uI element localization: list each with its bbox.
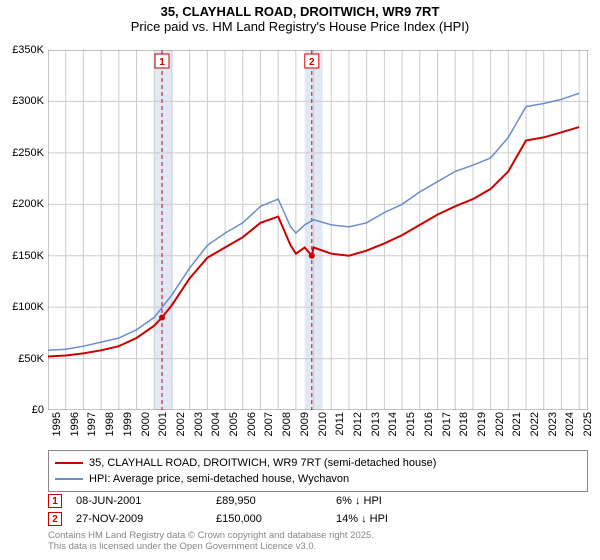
sale-marker: 1 <box>48 494 62 508</box>
x-tick-label: 2025 <box>582 412 594 436</box>
svg-text:1: 1 <box>159 57 165 68</box>
x-tick-label: 2017 <box>441 412 453 436</box>
x-tick-label: 2002 <box>175 412 187 436</box>
x-tick-label: 2006 <box>246 412 258 436</box>
x-axis: 1995 1996 1997 1998 1999 2000 2001 2002 2003 2004… <box>48 410 588 446</box>
sale-date: 08-JUN-2001 <box>76 495 216 507</box>
sale-row: 1 08-JUN-2001£89,9506% ↓ HPI <box>48 492 436 510</box>
x-tick-label: 2014 <box>387 412 399 436</box>
legend-item: 35, CLAYHALL ROAD, DROITWICH, WR9 7RT (s… <box>55 455 581 471</box>
x-tick-label: 2019 <box>476 412 488 436</box>
svg-text:2: 2 <box>309 57 315 68</box>
sale-row: 2 27-NOV-2009£150,00014% ↓ HPI <box>48 510 436 528</box>
chart-container: 35, CLAYHALL ROAD, DROITWICH, WR9 7RT Pr… <box>0 0 600 560</box>
chart-title-address: 35, CLAYHALL ROAD, DROITWICH, WR9 7RT <box>0 4 600 19</box>
plot-area: 12 <box>48 50 588 410</box>
x-tick-label: 2020 <box>494 412 506 436</box>
sale-price: £89,950 <box>216 495 336 507</box>
legend-label: HPI: Average price, semi-detached house,… <box>89 473 349 485</box>
y-tick-label: £100K <box>12 301 44 313</box>
x-tick-label: 2008 <box>281 412 293 436</box>
chart-title-subtitle: Price paid vs. HM Land Registry's House … <box>0 19 600 34</box>
x-tick-label: 2018 <box>458 412 470 436</box>
legend-swatch <box>55 462 83 464</box>
sale-marker: 2 <box>48 512 62 526</box>
x-tick-label: 2016 <box>423 412 435 436</box>
legend-swatch <box>55 478 83 480</box>
x-tick-label: 2007 <box>263 412 275 436</box>
sale-hpi-delta: 14% ↓ HPI <box>336 513 436 525</box>
sale-price: £150,000 <box>216 513 336 525</box>
chart-svg: 12 <box>48 50 588 410</box>
x-tick-label: 2010 <box>317 412 329 436</box>
y-tick-label: £300K <box>12 95 44 107</box>
sales-table: 1 08-JUN-2001£89,9506% ↓ HPI 2 27-NOV-2009£… <box>48 492 436 528</box>
y-tick-label: £350K <box>12 44 44 56</box>
x-tick-label: 2011 <box>334 412 346 436</box>
x-tick-label: 2015 <box>405 412 417 436</box>
x-tick-label: 1995 <box>51 412 63 436</box>
title-area: 35, CLAYHALL ROAD, DROITWICH, WR9 7RT Pr… <box>0 0 600 34</box>
y-tick-label: £200K <box>12 198 44 210</box>
y-tick-label: £250K <box>12 147 44 159</box>
x-tick-label: 1996 <box>69 412 81 436</box>
legend-label: 35, CLAYHALL ROAD, DROITWICH, WR9 7RT (s… <box>89 457 436 469</box>
legend-item: HPI: Average price, semi-detached house,… <box>55 471 581 487</box>
y-tick-label: £150K <box>12 250 44 262</box>
x-tick-label: 2001 <box>157 412 169 436</box>
x-tick-label: 2012 <box>352 412 364 436</box>
x-tick-label: 2021 <box>511 412 523 436</box>
footer-line-2: This data is licensed under the Open Gov… <box>48 541 374 552</box>
x-tick-label: 2004 <box>210 412 222 436</box>
x-tick-label: 1998 <box>104 412 116 436</box>
legend: 35, CLAYHALL ROAD, DROITWICH, WR9 7RT (s… <box>48 450 588 492</box>
y-tick-label: £0 <box>32 404 44 416</box>
footer-line-1: Contains HM Land Registry data © Crown c… <box>48 530 374 541</box>
y-tick-label: £50K <box>18 353 44 365</box>
x-tick-label: 2009 <box>299 412 311 436</box>
copyright-footer: Contains HM Land Registry data © Crown c… <box>48 530 374 553</box>
x-tick-label: 2013 <box>370 412 382 436</box>
x-tick-label: 2023 <box>547 412 559 436</box>
sale-date: 27-NOV-2009 <box>76 513 216 525</box>
y-axis: £0£50K£100K£150K£200K£250K£300K£350K <box>0 50 48 410</box>
x-tick-label: 1999 <box>122 412 134 436</box>
x-tick-label: 2003 <box>193 412 205 436</box>
x-tick-label: 2022 <box>529 412 541 436</box>
x-tick-label: 2024 <box>564 412 576 436</box>
x-tick-label: 1997 <box>86 412 98 436</box>
sale-hpi-delta: 6% ↓ HPI <box>336 495 436 507</box>
x-tick-label: 2000 <box>140 412 152 436</box>
x-tick-label: 2005 <box>228 412 240 436</box>
